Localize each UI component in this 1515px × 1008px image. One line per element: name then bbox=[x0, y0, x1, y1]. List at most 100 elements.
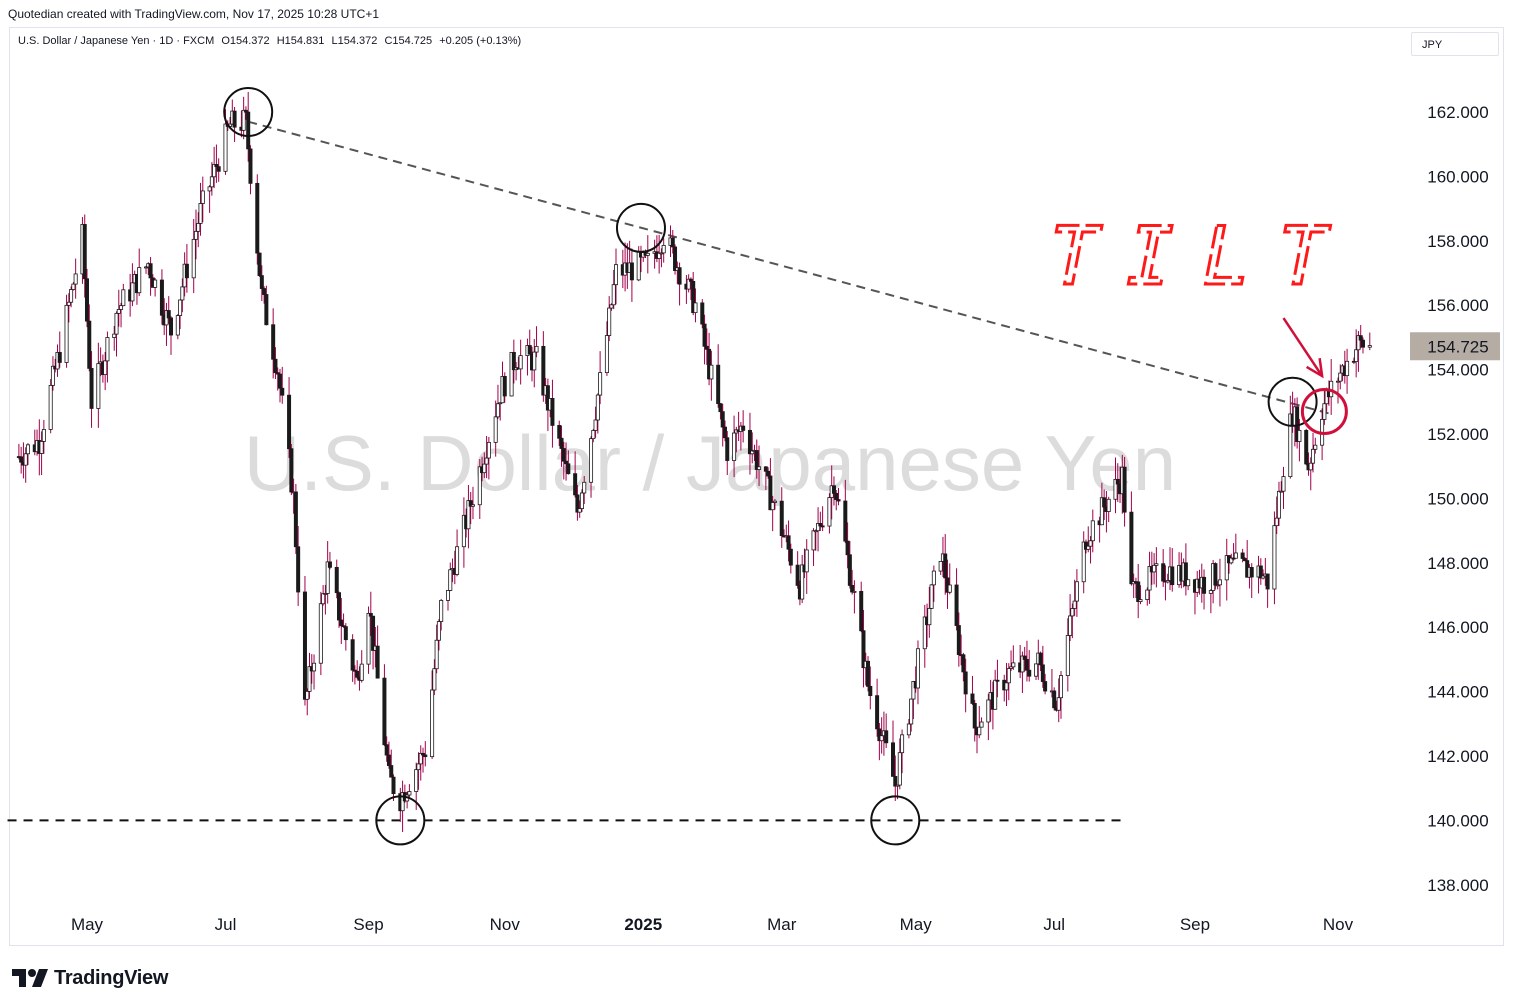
candle-body bbox=[582, 481, 587, 494]
candle-body bbox=[1122, 466, 1127, 513]
candle-body bbox=[866, 660, 871, 687]
candle-body bbox=[255, 182, 260, 254]
candle-body bbox=[709, 364, 714, 380]
candle-body bbox=[144, 266, 149, 269]
pivot-circle bbox=[615, 202, 666, 253]
candle-body bbox=[116, 309, 121, 314]
candle-body bbox=[482, 463, 487, 474]
candle-body bbox=[207, 186, 212, 192]
candle-body bbox=[859, 590, 864, 632]
candle-body bbox=[119, 305, 124, 310]
candle-body bbox=[243, 109, 248, 113]
candle-body bbox=[1358, 335, 1363, 341]
candle-body bbox=[1090, 520, 1095, 542]
candle-body bbox=[693, 302, 698, 314]
candle-body bbox=[995, 679, 1000, 682]
candle-body bbox=[843, 500, 848, 542]
candle-body bbox=[509, 351, 514, 397]
candle-body bbox=[845, 540, 850, 556]
candle-body bbox=[1276, 490, 1281, 519]
y-tick-label: 142.000 bbox=[1427, 747, 1488, 766]
candle-body bbox=[890, 742, 895, 777]
candle-body bbox=[827, 497, 832, 527]
candle-body bbox=[1242, 558, 1247, 561]
candle-body bbox=[264, 294, 269, 326]
candle-body bbox=[884, 730, 889, 744]
candle-body bbox=[212, 164, 217, 178]
legend-high: H154.831 bbox=[276, 35, 325, 47]
candle-body bbox=[448, 569, 453, 591]
candle-body bbox=[795, 564, 800, 586]
time-axis[interactable]: May Jul Sep Nov 2025 Mar May Jul Sep Nov bbox=[71, 915, 1354, 934]
candle-body bbox=[750, 450, 755, 455]
candle-body bbox=[1217, 579, 1222, 586]
candle-body bbox=[541, 345, 546, 396]
candle-body bbox=[1356, 335, 1361, 351]
x-tick-label: May bbox=[71, 915, 104, 934]
candle-body bbox=[105, 337, 110, 362]
candle-body bbox=[312, 662, 317, 672]
candle-body bbox=[961, 654, 966, 673]
candle-body bbox=[1070, 608, 1075, 617]
candle-body bbox=[232, 110, 237, 128]
candle-body bbox=[1129, 511, 1134, 585]
candle-body bbox=[293, 491, 298, 548]
candle-body bbox=[82, 223, 87, 280]
candle-body bbox=[307, 666, 312, 692]
candle-body bbox=[66, 301, 71, 306]
candle-body bbox=[786, 535, 791, 550]
candle-body bbox=[1258, 565, 1263, 579]
price-axis[interactable]: 138.000 140.000 142.000 144.000 146.000 148.0… bbox=[1427, 103, 1488, 895]
candle-body bbox=[389, 765, 394, 778]
candle-body bbox=[271, 324, 276, 360]
candle-body bbox=[350, 639, 355, 671]
candle-body bbox=[259, 275, 264, 289]
candle-body bbox=[48, 384, 53, 430]
candle-body bbox=[818, 523, 823, 527]
y-tick-label: 148.000 bbox=[1427, 554, 1488, 573]
candle-body bbox=[484, 457, 489, 465]
candle-body bbox=[1354, 349, 1359, 362]
candle-body bbox=[566, 463, 571, 475]
arrow-head bbox=[1305, 358, 1324, 379]
candle-body bbox=[1240, 552, 1245, 559]
candle-body bbox=[816, 523, 821, 532]
candle-body bbox=[153, 279, 158, 288]
candle-body bbox=[1043, 681, 1048, 692]
currency-button[interactable]: JPY bbox=[1411, 32, 1499, 56]
candle-body bbox=[1006, 668, 1011, 684]
candle-body bbox=[1147, 566, 1152, 591]
candle-body bbox=[414, 769, 419, 792]
candle-body bbox=[1038, 652, 1043, 666]
tradingview-logo[interactable]: TradingView bbox=[12, 965, 168, 991]
candle-body bbox=[337, 592, 342, 621]
candle-body bbox=[1083, 541, 1088, 550]
descending-trendline bbox=[247, 120, 1334, 416]
candle-body bbox=[852, 590, 857, 593]
candle-body bbox=[659, 252, 664, 255]
candle-body bbox=[96, 363, 101, 409]
candle-body bbox=[180, 286, 185, 301]
candle-body bbox=[1279, 490, 1284, 493]
candle-body bbox=[193, 230, 198, 240]
candle-body bbox=[1215, 584, 1220, 587]
candle-body bbox=[1086, 545, 1091, 550]
candle-body bbox=[766, 470, 771, 477]
x-tick-label: Jul bbox=[215, 915, 237, 934]
candle-body bbox=[559, 437, 564, 449]
candle-body bbox=[334, 566, 339, 594]
candle-body bbox=[1034, 663, 1039, 677]
y-tick-label: 156.000 bbox=[1427, 296, 1488, 315]
candle-body bbox=[1027, 669, 1032, 677]
candle-body bbox=[979, 721, 984, 728]
candle-body bbox=[436, 621, 441, 641]
candle-body bbox=[718, 403, 723, 413]
candle-body bbox=[1102, 497, 1107, 508]
candle-body bbox=[607, 307, 612, 336]
y-tick-label: 158.000 bbox=[1427, 232, 1488, 251]
candle-body bbox=[73, 273, 78, 285]
candle-body bbox=[604, 335, 609, 374]
candle-body bbox=[355, 670, 360, 678]
candle-body bbox=[1106, 498, 1111, 512]
